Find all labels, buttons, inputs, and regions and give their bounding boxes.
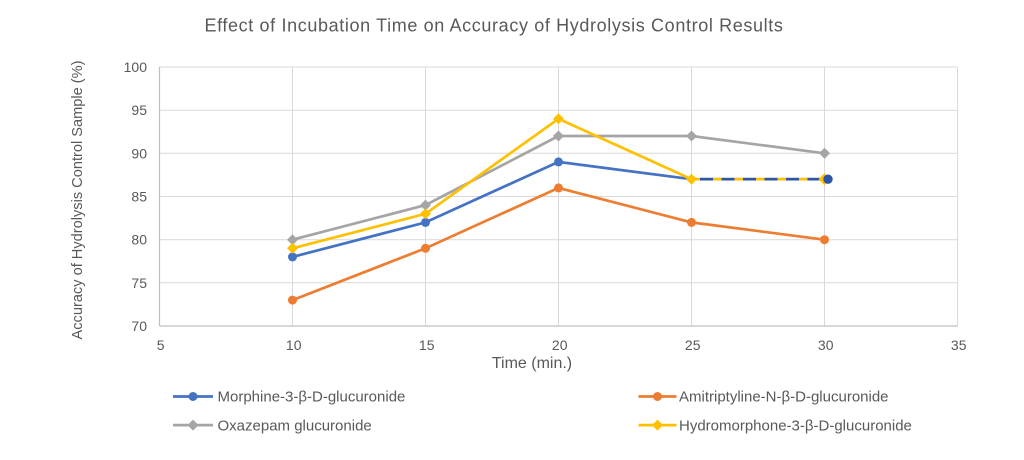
svg-text:15: 15 (419, 337, 435, 353)
svg-text:Amitriptyline-N-β-D-glucuronid: Amitriptyline-N-β-D-glucuronide (679, 389, 889, 406)
svg-text:75: 75 (131, 275, 147, 291)
svg-text:Effect of Incubation Time on A: Effect of Incubation Time on Accuracy of… (204, 16, 783, 36)
svg-text:5: 5 (157, 337, 165, 353)
svg-text:Hydromorphone-3-β-D-glucuronid: Hydromorphone-3-β-D-glucuronide (679, 418, 912, 435)
svg-text:35: 35 (951, 337, 967, 353)
svg-text:95: 95 (131, 102, 147, 118)
svg-text:Time (min.): Time (min.) (492, 355, 572, 372)
svg-text:70: 70 (131, 318, 147, 334)
svg-text:80: 80 (131, 232, 147, 248)
svg-text:85: 85 (131, 189, 147, 205)
svg-text:Morphine-3-β-D-glucuronide: Morphine-3-β-D-glucuronide (218, 389, 406, 406)
svg-text:20: 20 (552, 337, 568, 353)
svg-text:10: 10 (286, 337, 302, 353)
svg-text:Oxazepam glucuronide: Oxazepam glucuronide (218, 418, 372, 435)
svg-text:30: 30 (818, 337, 834, 353)
svg-text:Accuracy of Hydrolysis Control: Accuracy of Hydrolysis Control Sample (%… (70, 61, 86, 340)
svg-text:90: 90 (131, 145, 147, 161)
svg-text:25: 25 (685, 337, 701, 353)
svg-text:100: 100 (124, 59, 148, 75)
